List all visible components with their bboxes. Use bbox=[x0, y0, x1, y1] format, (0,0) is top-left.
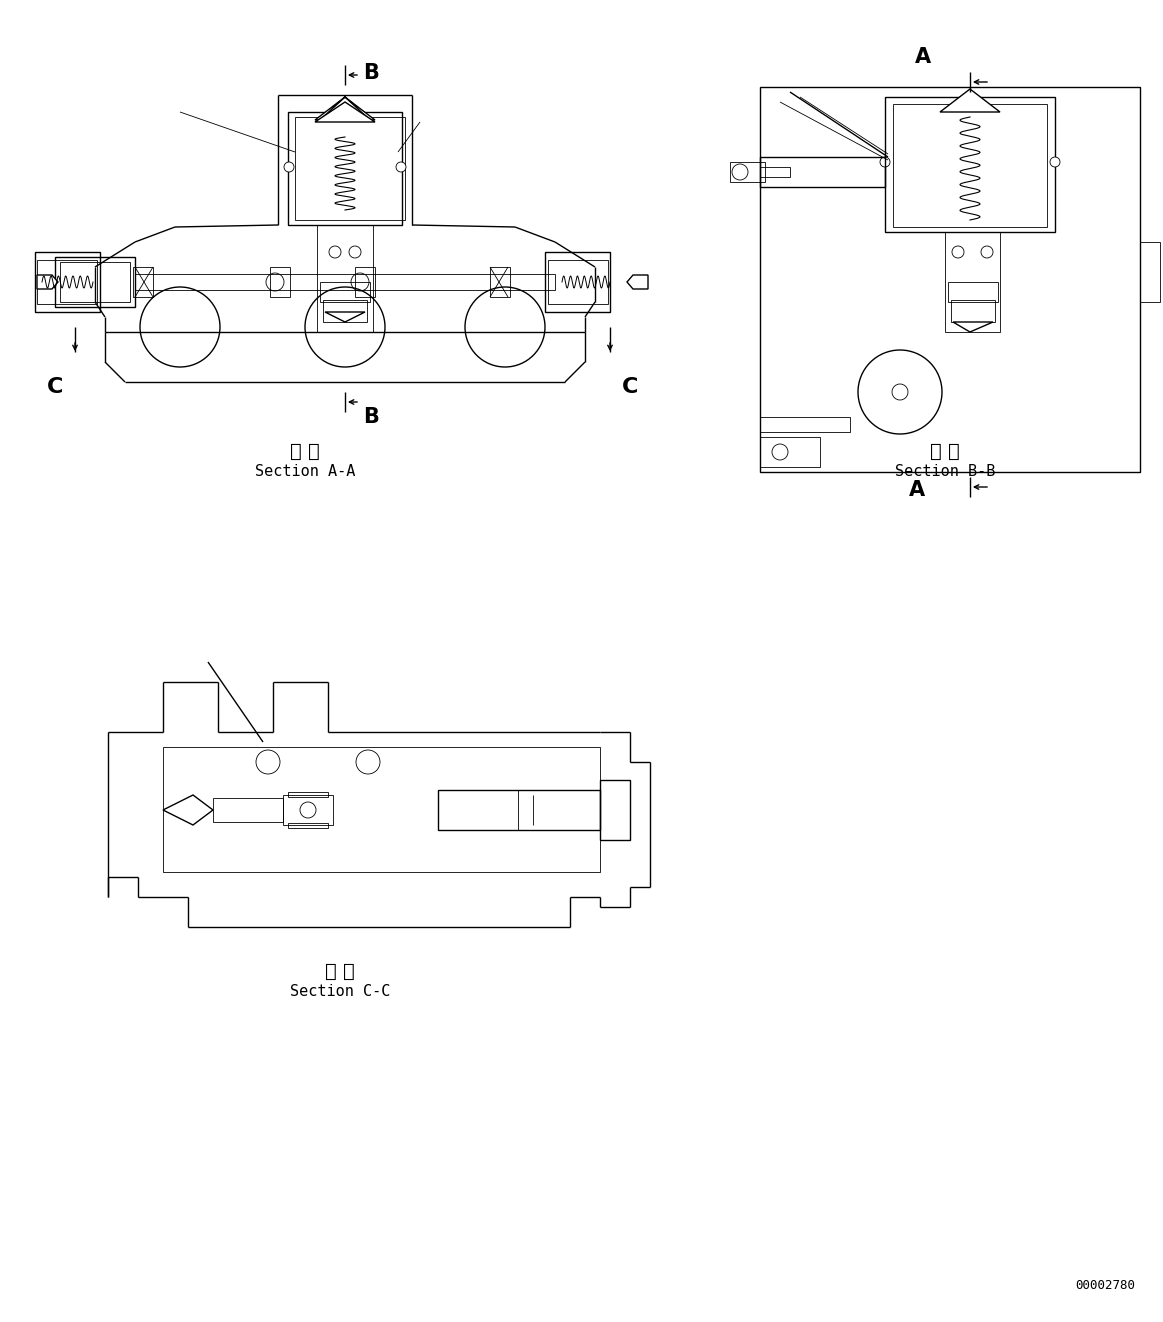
Bar bbox=[135, 274, 555, 290]
Text: 断 面: 断 面 bbox=[326, 962, 355, 981]
Bar bbox=[948, 282, 998, 301]
Text: C: C bbox=[47, 377, 63, 397]
Bar bbox=[759, 438, 820, 467]
Text: A: A bbox=[908, 480, 925, 500]
Text: 断 面: 断 面 bbox=[290, 442, 320, 461]
Polygon shape bbox=[315, 102, 374, 122]
Bar bbox=[600, 780, 630, 839]
Circle shape bbox=[284, 163, 294, 172]
Text: Section B-B: Section B-B bbox=[894, 464, 996, 479]
Polygon shape bbox=[37, 275, 58, 290]
Bar bbox=[759, 87, 1140, 472]
Bar bbox=[323, 300, 368, 323]
Polygon shape bbox=[952, 323, 993, 332]
Text: Section A-A: Section A-A bbox=[255, 464, 355, 479]
Bar bbox=[946, 231, 1000, 332]
Bar bbox=[490, 267, 511, 297]
Bar bbox=[60, 262, 130, 301]
Bar bbox=[893, 104, 1047, 227]
Bar bbox=[288, 824, 328, 828]
Bar bbox=[759, 416, 850, 432]
Bar bbox=[283, 795, 333, 825]
Bar bbox=[35, 253, 100, 312]
Bar bbox=[163, 747, 600, 873]
Text: 断 面: 断 面 bbox=[930, 442, 959, 461]
Bar bbox=[438, 791, 600, 830]
Bar bbox=[288, 112, 402, 225]
Polygon shape bbox=[940, 89, 1000, 112]
Bar bbox=[37, 260, 97, 304]
Bar bbox=[270, 267, 290, 297]
Text: A: A bbox=[915, 48, 932, 67]
Bar bbox=[295, 118, 405, 219]
Bar bbox=[288, 792, 328, 797]
Text: B: B bbox=[363, 407, 379, 427]
Polygon shape bbox=[163, 795, 213, 825]
Text: B: B bbox=[363, 63, 379, 83]
Bar bbox=[55, 256, 135, 307]
Circle shape bbox=[880, 157, 890, 167]
Bar bbox=[759, 167, 790, 177]
Bar bbox=[355, 267, 374, 297]
Bar bbox=[759, 157, 885, 186]
Bar bbox=[545, 253, 611, 312]
Bar bbox=[1140, 242, 1160, 301]
Bar bbox=[317, 225, 373, 332]
Polygon shape bbox=[315, 97, 374, 120]
Bar bbox=[951, 300, 996, 323]
Circle shape bbox=[1050, 157, 1059, 167]
Bar bbox=[320, 282, 370, 301]
Polygon shape bbox=[627, 275, 648, 290]
Bar bbox=[213, 798, 283, 822]
Bar bbox=[885, 97, 1055, 231]
Text: 00002780: 00002780 bbox=[1075, 1278, 1135, 1292]
Text: Section C-C: Section C-C bbox=[290, 984, 391, 999]
Bar bbox=[730, 163, 765, 182]
Text: C: C bbox=[622, 377, 638, 397]
Polygon shape bbox=[324, 312, 365, 323]
Bar bbox=[133, 267, 154, 297]
Bar bbox=[548, 260, 608, 304]
Circle shape bbox=[395, 163, 406, 172]
